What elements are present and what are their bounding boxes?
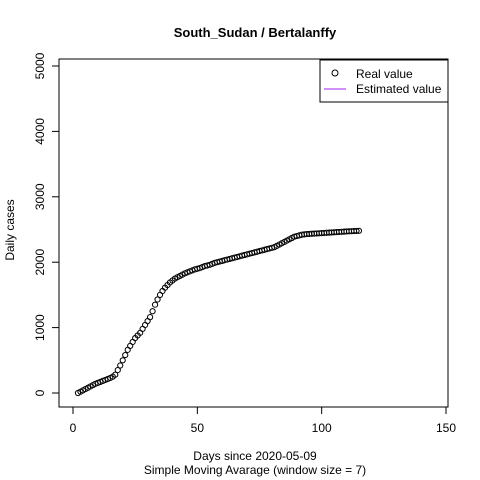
real-value-point: [122, 351, 129, 359]
y-tick-label: 0: [33, 389, 47, 396]
legend: Real value Estimated value: [319, 59, 449, 103]
x-axis-subtitle: Simple Moving Avarage (window size = 7): [144, 463, 366, 477]
y-axis-label: Daily cases: [3, 199, 17, 260]
y-axis: 0 1000 2000 3000 4000 5000: [33, 52, 60, 396]
y-tick-label: 5000: [33, 52, 47, 79]
x-tick-label: 150: [436, 421, 456, 435]
legend-real-value-marker: [331, 69, 339, 77]
real-value-point: [149, 308, 156, 315]
legend-real-value-label: Real value: [356, 67, 413, 81]
x-axis: 0 50 100 150: [70, 406, 456, 435]
plot-frame: [58, 58, 449, 408]
real-value-point: [146, 314, 154, 321]
y-tick-label: 4000: [33, 118, 47, 145]
x-tick-label: 100: [312, 421, 332, 435]
real-value-points: [74, 227, 363, 397]
y-tick-label: 2000: [33, 249, 47, 276]
real-value-point: [355, 227, 363, 234]
real-value-point: [154, 296, 161, 303]
real-value-point: [151, 301, 159, 308]
legend-estimated-value-label: Estimated value: [356, 82, 442, 96]
x-tick-label: 50: [191, 421, 205, 435]
legend-box: [319, 59, 449, 103]
x-axis-label: Days since 2020-05-09: [193, 449, 317, 463]
chart-title: South_Sudan / Bertalanffy: [174, 25, 337, 40]
real-value-point: [119, 357, 126, 364]
real-value-point: [112, 371, 119, 378]
y-tick-label: 1000: [33, 314, 47, 341]
real-value-point: [117, 362, 124, 369]
real-value-point: [114, 367, 121, 374]
x-tick-label: 0: [70, 421, 77, 435]
y-tick-label: 3000: [33, 183, 47, 210]
real-value-point: [353, 227, 360, 235]
